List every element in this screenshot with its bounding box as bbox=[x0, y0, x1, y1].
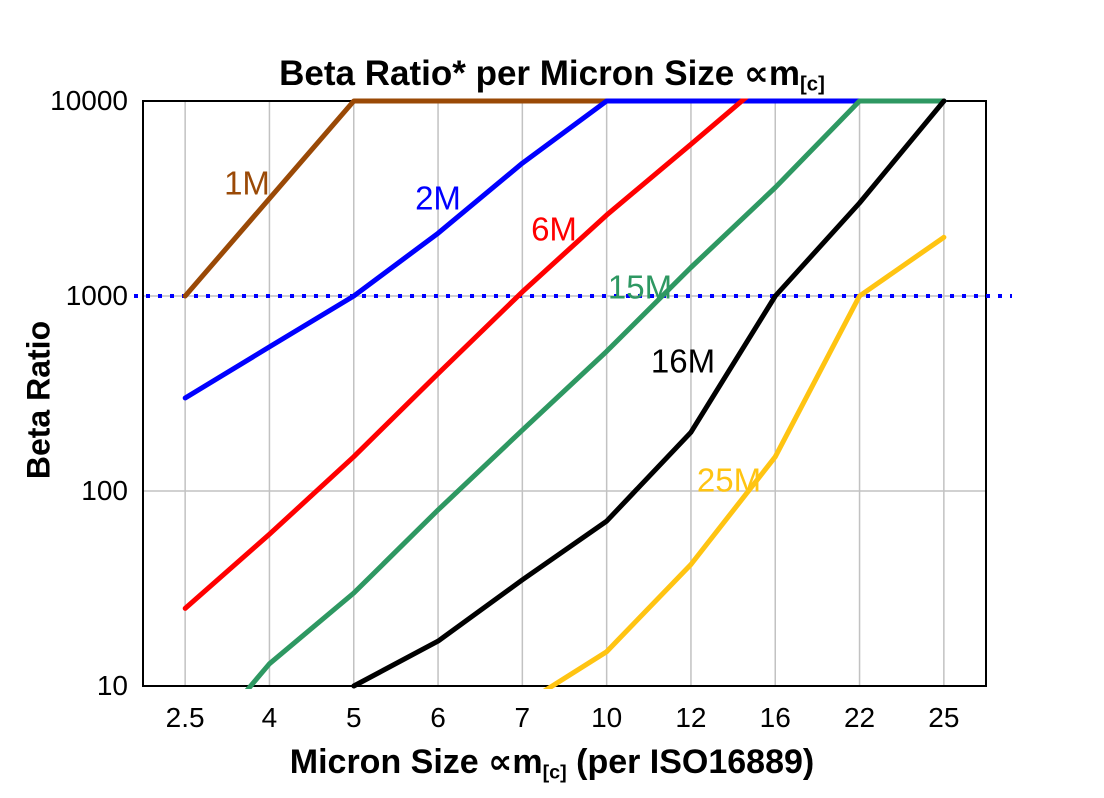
series-line-6M bbox=[182, 98, 749, 611]
series-line-15M bbox=[244, 98, 947, 689]
series-label-25M: 25M bbox=[696, 461, 762, 499]
x-tick-label-2.5: 2.5 bbox=[165, 702, 205, 733]
series-line-2M bbox=[182, 98, 947, 401]
series-label-6M: 6M bbox=[531, 210, 577, 248]
series-label-15M: 15M bbox=[607, 268, 673, 306]
y-tick-label-100: 100 bbox=[81, 475, 128, 506]
y-tick-label-1000: 1000 bbox=[65, 280, 128, 311]
x-axis-title-text: Micron Size ∝m bbox=[289, 743, 543, 781]
x-tick-label-7: 7 bbox=[514, 702, 531, 733]
chart-title-text: Beta Ratio* per Micron Size ∝m bbox=[279, 54, 801, 93]
x-tick-label-5: 5 bbox=[345, 702, 362, 733]
x-tick-label-12: 12 bbox=[675, 702, 707, 733]
series-lines bbox=[182, 98, 947, 689]
x-tick-label-6: 6 bbox=[430, 702, 446, 733]
series-line-16M bbox=[351, 98, 947, 689]
x-tick-label-22: 22 bbox=[843, 702, 876, 733]
x-axis-title: Micron Size ∝m[c] (per ISO16889) bbox=[0, 742, 1104, 785]
x-axis-title-suffix: (per ISO16889) bbox=[566, 743, 815, 781]
x-tick-label-16: 16 bbox=[759, 702, 791, 733]
x-tick-label-10: 10 bbox=[591, 702, 623, 733]
x-tick-label-4: 4 bbox=[261, 702, 278, 733]
series-label-1M: 1M bbox=[224, 164, 270, 202]
chart-title: Beta Ratio* per Micron Size ∝m[c] bbox=[0, 54, 1104, 97]
y-tick-label-10000: 10000 bbox=[50, 85, 128, 116]
series-label-2M: 2M bbox=[415, 179, 461, 217]
x-tick-label-25: 25 bbox=[928, 702, 960, 733]
chart-title-subscript: [c] bbox=[800, 73, 825, 96]
x-axis-title-subscript: [c] bbox=[542, 761, 567, 784]
series-label-16M: 16M bbox=[650, 342, 716, 380]
series-line-25M bbox=[542, 234, 947, 689]
y-tick-label-10: 10 bbox=[96, 670, 128, 701]
